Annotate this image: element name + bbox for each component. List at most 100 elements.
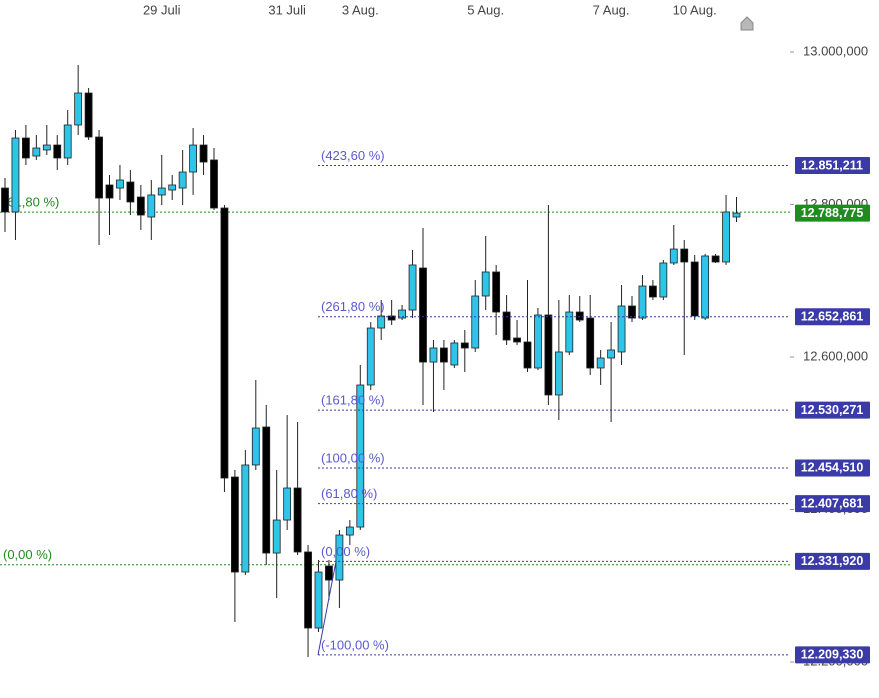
fib-level-label: (261,80 %) (321, 299, 385, 314)
candle-body (669, 248, 678, 264)
candle-body (251, 427, 260, 466)
fib-level-label: (-100,00 %) (321, 637, 389, 652)
candle-body (659, 262, 668, 298)
candle-body (241, 464, 250, 573)
fib-anchor-line (317, 561, 337, 655)
x-tick-label: 3 Aug. (342, 2, 379, 17)
candle-body (638, 285, 647, 319)
candle-body (701, 255, 710, 319)
candle-body (565, 311, 574, 353)
candle-body (722, 211, 730, 263)
fib-level-value-box (795, 459, 870, 477)
fib-level-value-box (795, 308, 870, 326)
candle-body (429, 347, 438, 363)
x-tick-label: 10 Aug. (673, 2, 717, 17)
candle-body (345, 526, 354, 536)
candle-body (136, 196, 145, 216)
candle-body (157, 187, 166, 196)
fib-level-value-text: 12.454,510 (801, 461, 864, 475)
candle-body (84, 92, 93, 138)
candle-body (178, 171, 187, 189)
fib-level-label: (423,60 %) (321, 148, 385, 163)
fib-level-label: (161,80 %) (321, 393, 385, 408)
fib-level-value-box (795, 495, 870, 513)
candle-body (199, 144, 208, 163)
candle-body (481, 271, 490, 297)
fib-level-label: (100,00 %) (321, 450, 385, 465)
y-tick-label: 12.600,000 (803, 348, 868, 363)
candle-body (398, 309, 407, 319)
candle-body (366, 327, 375, 386)
candle-body (523, 341, 532, 369)
candle-body (63, 124, 72, 159)
candle-body (32, 147, 41, 157)
candle-body (534, 314, 542, 369)
candle-body (732, 212, 741, 218)
candle-body (450, 342, 459, 366)
candle-body (283, 487, 292, 521)
candle-body (325, 565, 333, 581)
candle-body (53, 144, 62, 159)
candle-body (210, 159, 218, 209)
candle-body (617, 305, 626, 353)
candle-body (168, 184, 177, 191)
candle-body (460, 342, 469, 349)
candle-body (230, 476, 239, 573)
candle-body (293, 487, 302, 553)
x-tick-label: 5 Aug. (467, 2, 504, 17)
candle-body (690, 261, 699, 317)
candle-body (147, 194, 156, 218)
candle-body (116, 179, 124, 189)
last-price-text: 12.788,775 (801, 206, 864, 220)
candle-body (492, 271, 501, 313)
candle-body (74, 92, 83, 126)
candle-body (220, 207, 229, 479)
fib-level-value-box (795, 646, 870, 664)
green-level-label: (0,00 %) (3, 547, 52, 562)
green-level-label: (61,80 %) (3, 195, 59, 210)
fib-level-value-text: 12.331,920 (801, 554, 864, 568)
candle-body (513, 337, 521, 343)
x-tick-label: 31 Juli (268, 2, 306, 17)
fib-level-value-text: 12.209,330 (801, 648, 864, 662)
home-icon[interactable] (740, 16, 754, 31)
fib-level-value-text: 12.407,681 (801, 496, 864, 510)
candle-body (628, 305, 636, 319)
y-tick-label: 13.000,000 (803, 43, 868, 58)
x-tick-label: 29 Juli (143, 2, 181, 17)
candle-body (272, 519, 281, 554)
candle-body (387, 315, 396, 321)
candle-body (42, 144, 51, 151)
candle-body (105, 184, 114, 199)
fib-level-value-box (795, 552, 870, 570)
fib-level-value-box (795, 156, 870, 174)
candle-body (377, 315, 386, 329)
candle-body (711, 255, 720, 263)
x-tick-label: 7 Aug. (593, 2, 630, 17)
candle-body (586, 317, 595, 369)
candle-body (419, 267, 427, 363)
fib-level-value-text: 12.652,861 (801, 309, 864, 323)
fib-level-value-text: 12.530,271 (801, 403, 864, 417)
candle-body (439, 347, 448, 363)
candle-body (304, 551, 312, 629)
candle-body (189, 144, 198, 173)
candle-body (607, 349, 615, 359)
fib-level-value-text: 12.851,211 (801, 158, 863, 172)
candle-body (544, 314, 553, 396)
candle-body (126, 181, 135, 203)
candle-body (502, 311, 511, 341)
candle-body (335, 534, 344, 581)
candle-body (554, 351, 563, 396)
last-price-box (795, 204, 870, 222)
candle-body (314, 571, 323, 629)
candle-body (471, 295, 480, 349)
candle-body (596, 357, 605, 369)
fib-level-label: (0,00 %) (321, 544, 370, 559)
candle-body (649, 285, 657, 298)
candle-body (95, 136, 103, 199)
candle-body (11, 137, 20, 213)
candle-body (408, 264, 417, 311)
